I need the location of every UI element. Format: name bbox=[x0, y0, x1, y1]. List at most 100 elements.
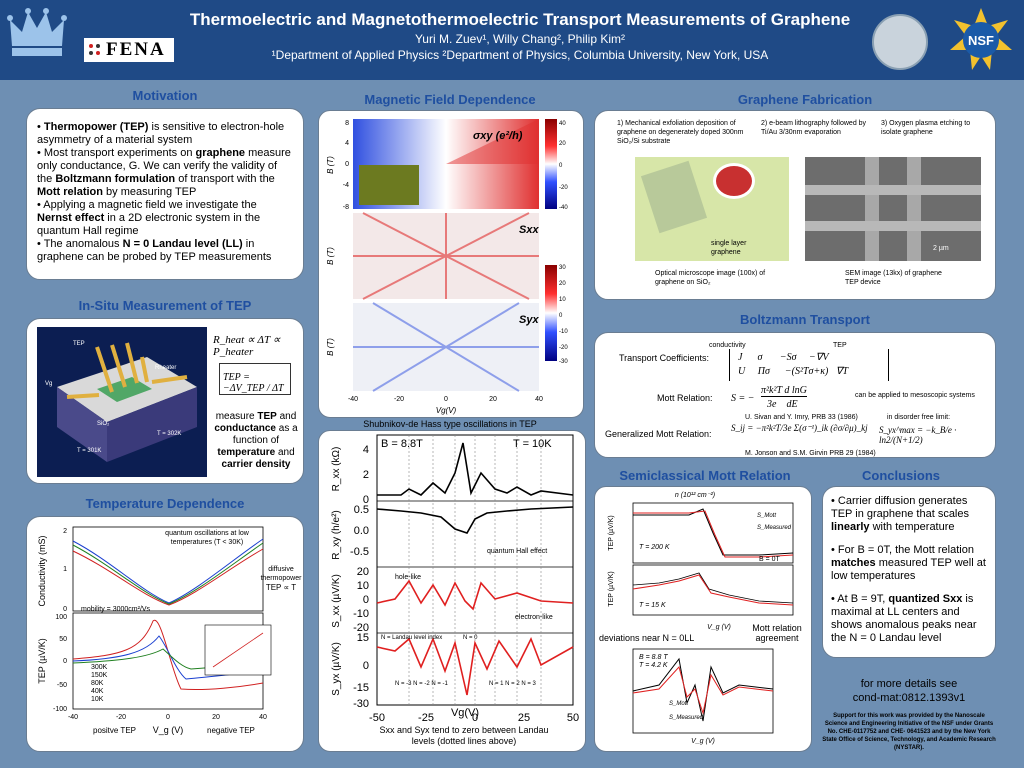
svg-text:T = 10K: T = 10K bbox=[513, 438, 552, 450]
svg-text:SiO₂: SiO₂ bbox=[97, 421, 110, 427]
svg-text:B (T): B (T) bbox=[326, 156, 335, 174]
boltz-mott-label: Mott Relation: bbox=[657, 393, 713, 403]
svg-text:Conductivity (mS): Conductivity (mS) bbox=[37, 535, 47, 606]
semi-title: Semiclassical Mott Relation bbox=[619, 468, 791, 483]
boltz-tep: TEP bbox=[833, 342, 847, 349]
svg-text:S_Mott: S_Mott bbox=[757, 513, 776, 519]
svg-text:-25: -25 bbox=[418, 712, 434, 724]
svg-text:-20: -20 bbox=[394, 396, 404, 403]
svg-text:40: 40 bbox=[559, 121, 566, 127]
svg-text:-50: -50 bbox=[57, 682, 67, 689]
svg-text:20: 20 bbox=[559, 141, 566, 147]
boltz-title: Boltzmann Transport bbox=[739, 312, 870, 327]
diffusive-note: diffusive thermopower bbox=[260, 566, 302, 582]
boltz-ref2: M. Jonson and S.M. Girvin PRB 29 (1984) bbox=[745, 450, 876, 457]
svg-text:0: 0 bbox=[444, 396, 448, 403]
fab-step-2: 2) e-beam lithography followed by Ti/Au … bbox=[761, 120, 867, 136]
svg-text:mobility = 3000cm²/Vs: mobility = 3000cm²/Vs bbox=[81, 606, 151, 613]
tempdep-title: Temperature Dependence bbox=[85, 496, 245, 511]
motivation-title: Motivation bbox=[132, 88, 198, 103]
svg-text:0: 0 bbox=[345, 161, 349, 168]
semi-panel: n (10¹² cm⁻²) TEP (µV/K) TEP (µV/K) S_Mo… bbox=[594, 486, 812, 752]
svg-text:-10: -10 bbox=[353, 608, 369, 620]
svg-text:-50: -50 bbox=[369, 712, 385, 724]
svg-text:Sxx: Sxx bbox=[519, 224, 539, 236]
svg-text:T = 15 K: T = 15 K bbox=[639, 602, 666, 609]
svg-text:-40: -40 bbox=[559, 205, 568, 211]
svg-text:-30: -30 bbox=[353, 698, 369, 710]
svg-text:σxy (e²/h): σxy (e²/h) bbox=[473, 130, 523, 142]
motivation-bullet-4: • The anomalous N = 0 Landau level (LL) … bbox=[37, 238, 272, 263]
svg-text:4: 4 bbox=[363, 444, 369, 456]
boltz-smax-eq: S_yx^max = −k_B/e · ln2/(N+1/2) bbox=[879, 425, 957, 445]
svg-text:40: 40 bbox=[535, 396, 543, 403]
svg-text:S_Mott: S_Mott bbox=[669, 701, 688, 707]
sem-caption: SEM image (13kx) of graphene TEP device bbox=[845, 270, 942, 286]
semi-chart: n (10¹² cm⁻²) TEP (µV/K) TEP (µV/K) S_Mo… bbox=[608, 492, 794, 745]
svg-text:positve TEP: positve TEP bbox=[93, 726, 136, 735]
svg-text:T = 200 K: T = 200 K bbox=[639, 544, 670, 551]
svg-text:40: 40 bbox=[259, 714, 267, 721]
svg-text:300K: 300K bbox=[91, 664, 108, 671]
svg-text:1: 1 bbox=[63, 566, 67, 573]
semi-agreement: Mott relation agreement bbox=[752, 623, 802, 643]
svg-text:0.0: 0.0 bbox=[354, 525, 369, 537]
svg-text:0: 0 bbox=[472, 712, 478, 724]
optical-image bbox=[635, 157, 789, 261]
boltz-ref1: U. Sivan and Y. Imry, PRB 33 (1986) bbox=[745, 414, 858, 421]
svg-text:quantum Hall effect: quantum Hall effect bbox=[487, 548, 547, 555]
svg-text:Vg(V): Vg(V) bbox=[436, 406, 457, 415]
svg-text:0: 0 bbox=[363, 494, 369, 506]
svg-text:Rheater: Rheater bbox=[155, 365, 176, 371]
svg-text:-40: -40 bbox=[68, 714, 78, 721]
concl-panel: • Carrier diffusion generates TEP in gra… bbox=[822, 486, 996, 658]
svg-text:hole-like: hole-like bbox=[395, 574, 421, 581]
svg-text:TEP (µV/K): TEP (µV/K) bbox=[608, 515, 615, 550]
svg-text:electron-like: electron-like bbox=[515, 614, 553, 621]
poster-header: FENA Thermoelectric and Magnetothermoele… bbox=[0, 0, 1024, 80]
optical-caption: Optical microscope image (100x) of graph… bbox=[655, 270, 766, 286]
svg-text:0: 0 bbox=[363, 660, 369, 672]
support-note: Support for this work was provided by th… bbox=[822, 713, 996, 751]
svg-text:N = Landau level index: N = Landau level index bbox=[381, 635, 442, 641]
sem-image: 2 µm bbox=[805, 157, 981, 261]
semi-deviations: deviations near N = 0LL bbox=[599, 633, 695, 643]
poster-authors: Yuri M. Zuev¹, Willy Chang², Philip Kim² bbox=[414, 32, 626, 46]
motivation-bullet-1: • Thermopower (TEP) is sensitive to elec… bbox=[37, 121, 285, 146]
svg-text:B (T): B (T) bbox=[326, 338, 335, 356]
svg-text:TEP: TEP bbox=[73, 341, 85, 347]
tempdep-chart: 2 1 0 100 50 0 -50 -100 -40 -20 0 20 40 … bbox=[37, 526, 272, 735]
single-layer-label: single layer graphene bbox=[711, 240, 747, 256]
svg-text:150K: 150K bbox=[91, 672, 108, 679]
concl-arxiv: cond-mat:0812.1393v1 bbox=[852, 692, 966, 704]
boltz-gen-mott-eq: S_ij = −π²k²T/3e Σ(σ⁻¹)_ik (∂σ/∂μ)_kj bbox=[731, 423, 868, 433]
svg-text:S_Measured: S_Measured bbox=[669, 715, 704, 721]
svg-text:TEP (µV/K): TEP (µV/K) bbox=[37, 638, 47, 684]
magfield-maps: σxy (e²/h) Sxx Syx 8 4 0 -4 -8 40 20 0 -… bbox=[326, 119, 568, 415]
magfield-title: Magnetic Field Dependence bbox=[364, 92, 536, 107]
svg-text:-15: -15 bbox=[353, 682, 369, 694]
svg-text:0: 0 bbox=[559, 163, 563, 169]
svg-text:25: 25 bbox=[518, 712, 530, 724]
columbia-crown-logo bbox=[7, 8, 67, 56]
motivation-bullet-2: • Most transport experiments on graphene… bbox=[37, 147, 291, 198]
svg-text:negative TEP: negative TEP bbox=[207, 726, 255, 735]
boltz-panel: conductivity TEP Transport Coefficients:… bbox=[594, 332, 996, 458]
svg-text:-10: -10 bbox=[559, 329, 568, 335]
svg-text:N = 1 N = 2 N = 3: N = 1 N = 2 N = 3 bbox=[489, 681, 537, 687]
svg-text:20: 20 bbox=[559, 281, 566, 287]
boltz-disorder: in disorder free limit: bbox=[887, 414, 951, 421]
state-seal-logo bbox=[872, 14, 928, 70]
svg-text:TEP (µV/K): TEP (µV/K) bbox=[608, 571, 615, 606]
svg-text:4: 4 bbox=[345, 140, 349, 147]
svg-text:V_g (V): V_g (V) bbox=[707, 624, 731, 631]
svg-text:100: 100 bbox=[55, 614, 67, 621]
insitu-title: In-Situ Measurement of TEP bbox=[78, 298, 252, 313]
svg-text:-30: -30 bbox=[559, 359, 568, 365]
svg-text:n (10¹² cm⁻²): n (10¹² cm⁻²) bbox=[675, 492, 715, 499]
boltz-matrix: J σ −Sσ −∇V U Πσ −(S²Tσ+κ) ∇T bbox=[729, 349, 889, 381]
svg-text:R_xx (kΩ): R_xx (kΩ) bbox=[331, 447, 342, 492]
svg-text:0.5: 0.5 bbox=[354, 504, 369, 516]
svg-text:20: 20 bbox=[357, 566, 369, 578]
